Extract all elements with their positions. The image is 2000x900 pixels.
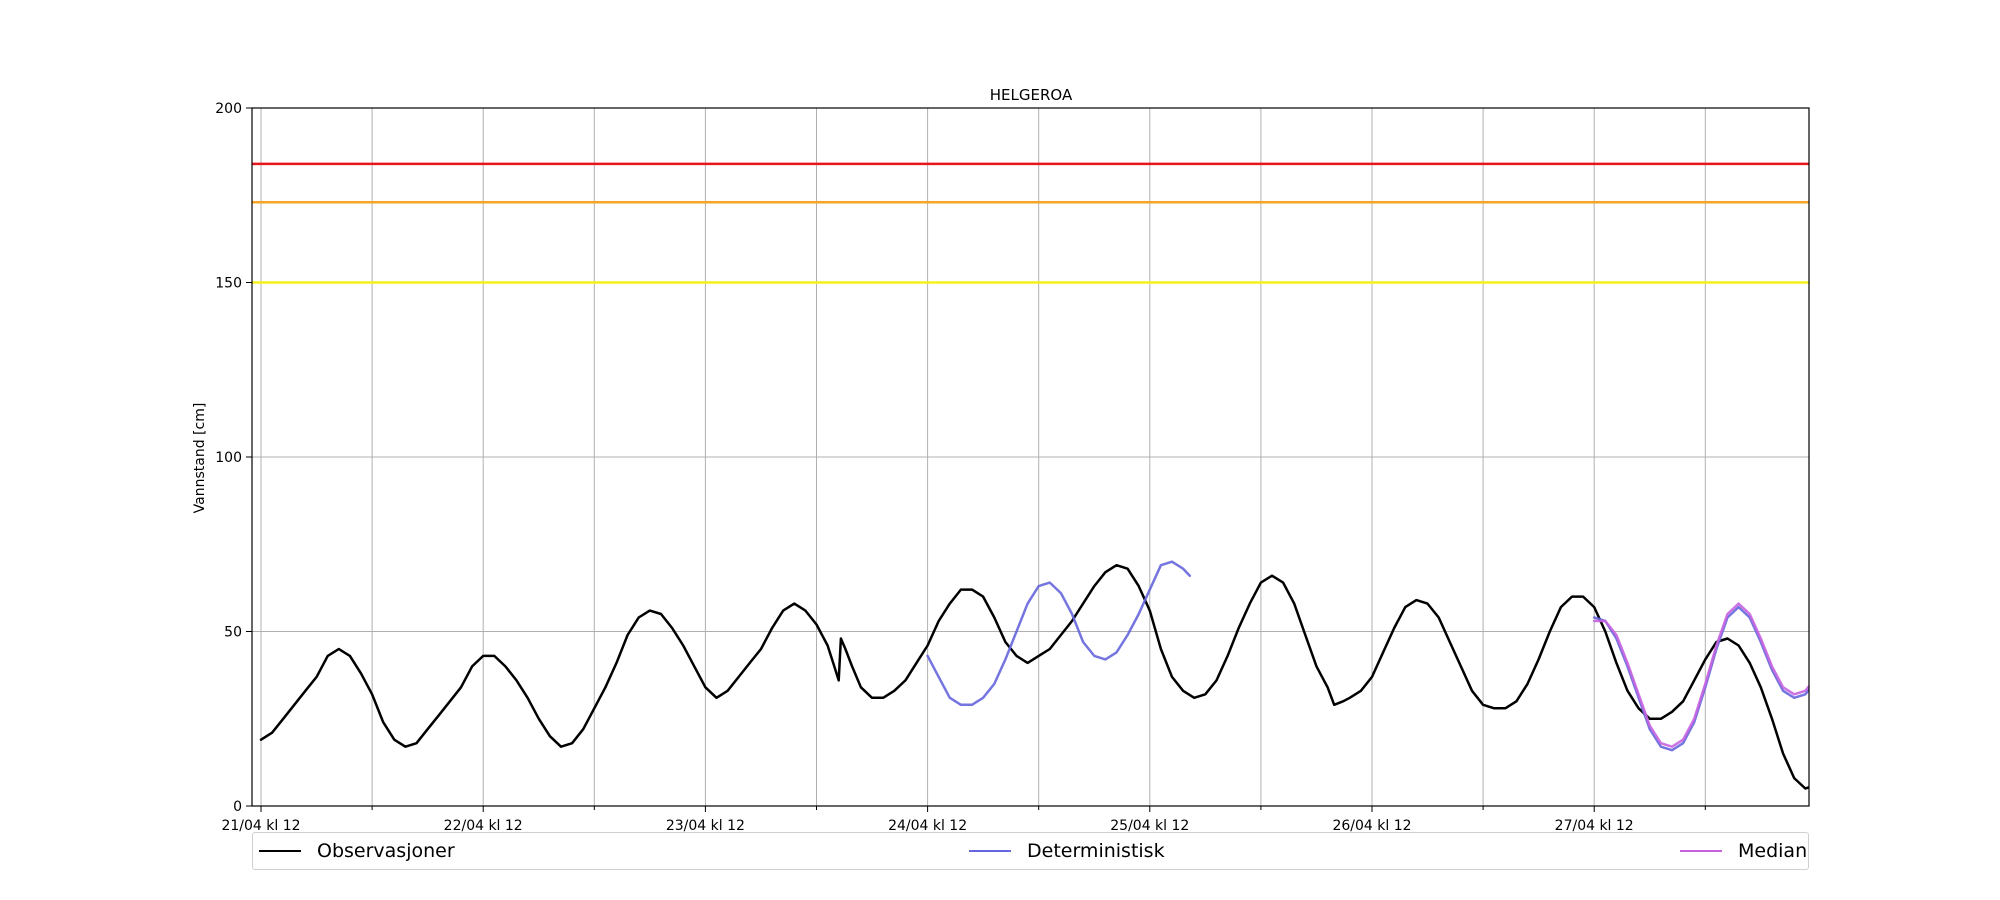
x-tick-label: 21/04 kl 12 (221, 818, 300, 834)
legend-swatch-deterministisk (969, 850, 1011, 852)
legend-label-median: Median (1738, 840, 1808, 862)
series-line-deterministisk (1592, 605, 1809, 752)
legend-item-deterministisk: Deterministisk (969, 833, 1165, 869)
series-line-median (1592, 602, 1809, 748)
legend: Observasjoner Deterministisk Median (252, 832, 1809, 870)
legend-label-deterministisk: Deterministisk (1027, 840, 1165, 862)
x-tick-label: 22/04 kl 12 (444, 818, 523, 834)
legend-label-observasjoner: Observasjoner (317, 840, 455, 862)
y-tick-label: 0 (233, 799, 242, 815)
x-tick-label: 23/04 kl 12 (666, 818, 745, 834)
x-tick-label: 27/04 kl 12 (1555, 818, 1634, 834)
legend-item-median: Median (1680, 833, 1807, 869)
y-tick-label: 50 (224, 625, 242, 641)
chart-title: HELGEROA (990, 86, 1073, 104)
legend-swatch-median (1680, 850, 1722, 852)
x-tick-label: 25/04 kl 12 (1110, 818, 1189, 834)
y-tick-label: 200 (215, 101, 242, 117)
threshold-lines (252, 162, 1809, 284)
y-tick-label: 150 (215, 276, 242, 292)
x-tick-label: 24/04 kl 12 (888, 818, 967, 834)
legend-swatch-observasjoner (259, 850, 301, 852)
y-axis-label: Vannstand [cm] (192, 403, 208, 514)
y-axis-label-group: Vannstand [cm] (192, 403, 208, 514)
series-line-deterministisk (926, 560, 1192, 707)
y-tick-label: 100 (215, 450, 242, 466)
plot-area (259, 560, 1809, 790)
x-tick-label: 26/04 kl 12 (1332, 818, 1411, 834)
legend-item-observasjoner: Observasjoner (259, 833, 455, 869)
grid (252, 107, 1809, 807)
series-line-observasjoner (259, 563, 1809, 790)
axes: 0 50 100 150 200 21/04 kl 12 22/04 kl 12 23/04 … (215, 101, 1810, 834)
